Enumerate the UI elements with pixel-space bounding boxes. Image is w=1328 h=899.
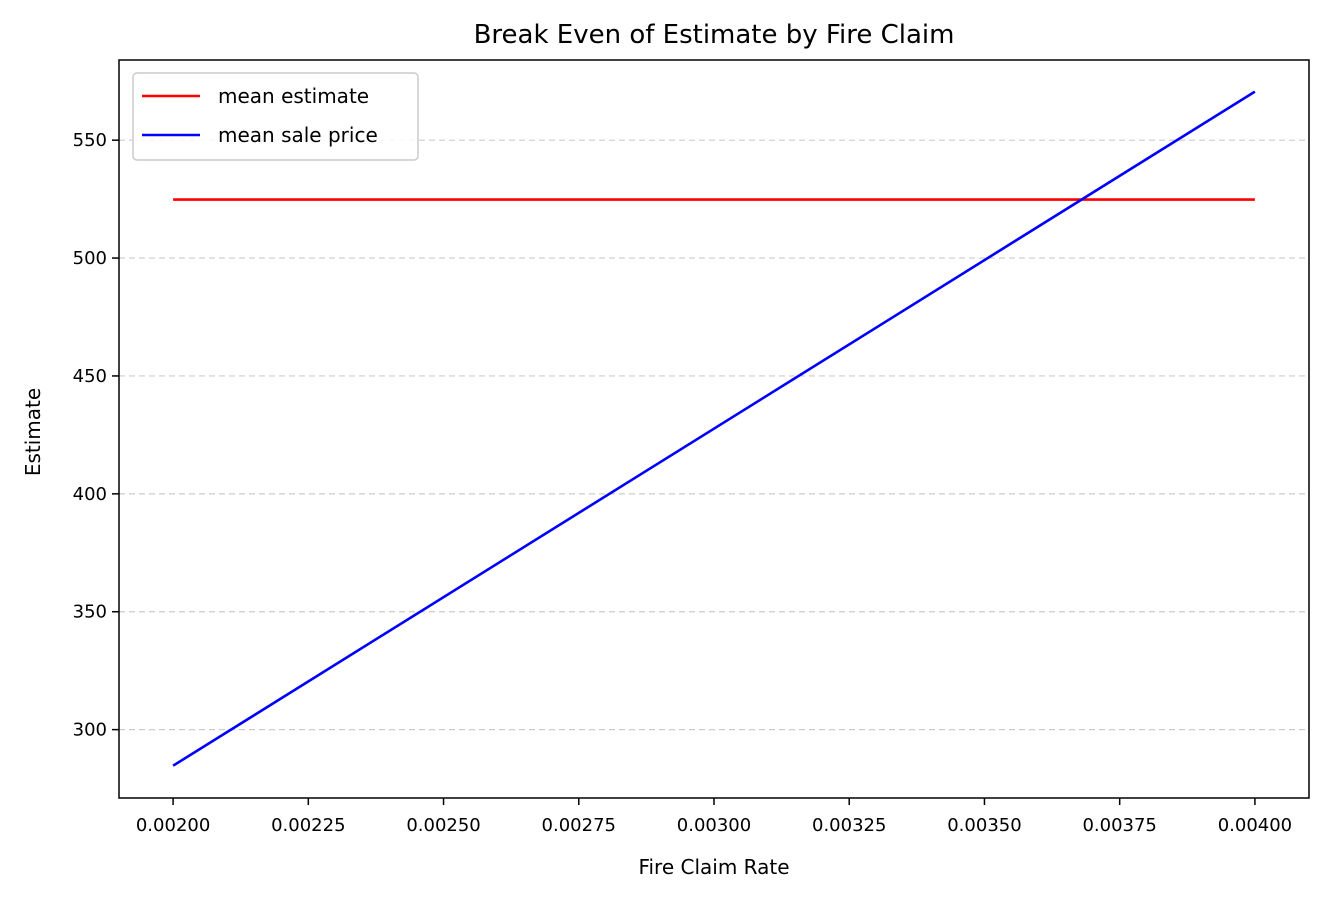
x-axis-ticks: 0.00200 0.00225 0.00250 0.00275 0.00300 0.003… <box>136 798 1292 836</box>
y-tick-label: 400 <box>73 484 107 505</box>
series-line-mean-sale-price <box>172 90 1256 767</box>
x-axis-label: Fire Claim Rate <box>638 855 789 879</box>
x-tick-label: 0.00250 <box>406 815 480 836</box>
y-tick-label: 350 <box>73 602 107 623</box>
legend-label: mean estimate <box>218 84 369 108</box>
y-axis-ticks: 300 350 400 450 500 550 <box>73 130 119 741</box>
chart-title: Break Even of Estimate by Fire Claim <box>474 20 955 50</box>
x-tick-label: 0.00200 <box>136 815 210 836</box>
y-tick-label: 550 <box>73 130 107 151</box>
legend-items: mean estimate mean sale price <box>142 84 378 147</box>
x-tick-label: 0.00400 <box>1218 815 1292 836</box>
legend: mean estimate mean sale price <box>132 72 419 161</box>
x-tick-label: 0.00275 <box>542 815 616 836</box>
y-tick-label: 450 <box>73 366 107 387</box>
y-axis-label: Estimate <box>21 388 45 476</box>
grid-lines <box>119 139 1309 731</box>
y-tick-label: 500 <box>73 248 107 269</box>
legend-label: mean sale price <box>218 123 378 147</box>
x-tick-label: 0.00300 <box>677 815 751 836</box>
x-tick-label: 0.00225 <box>271 815 345 836</box>
y-tick-label: 300 <box>73 720 107 741</box>
series-lines <box>172 90 1256 767</box>
x-tick-label: 0.00325 <box>812 815 886 836</box>
x-tick-label: 0.00375 <box>1082 815 1156 836</box>
legend-box <box>132 72 419 161</box>
x-tick-label: 0.00350 <box>947 815 1021 836</box>
